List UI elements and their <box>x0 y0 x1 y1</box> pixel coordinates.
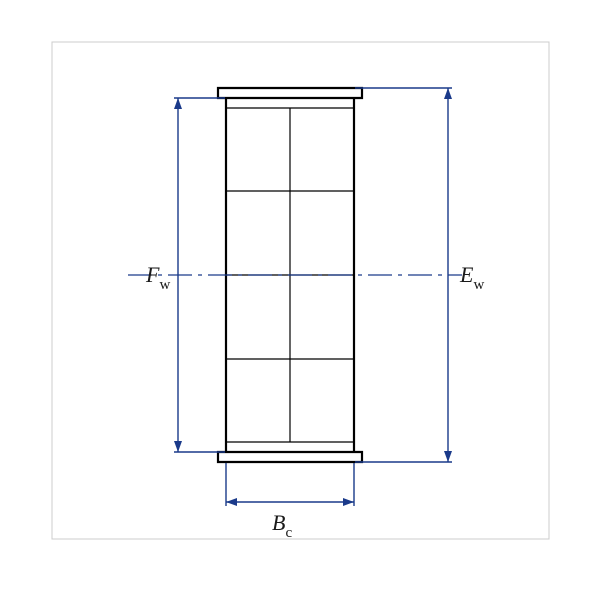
dimension-label-fw-base: F <box>146 262 159 287</box>
dimension-label-bc-sub: c <box>285 525 292 541</box>
dimension-label-bc: Bc <box>272 512 292 539</box>
dimension-label-ew: Ew <box>460 264 484 291</box>
dimension-label-ew-base: E <box>460 262 473 287</box>
dimension-label-fw: Fw <box>146 264 170 291</box>
dimension-label-fw-sub: w <box>159 277 170 293</box>
diagram-stage: FwEwBc <box>0 0 600 600</box>
dimension-label-bc-base: B <box>272 510 285 535</box>
dimension-label-ew-sub: w <box>473 277 484 293</box>
